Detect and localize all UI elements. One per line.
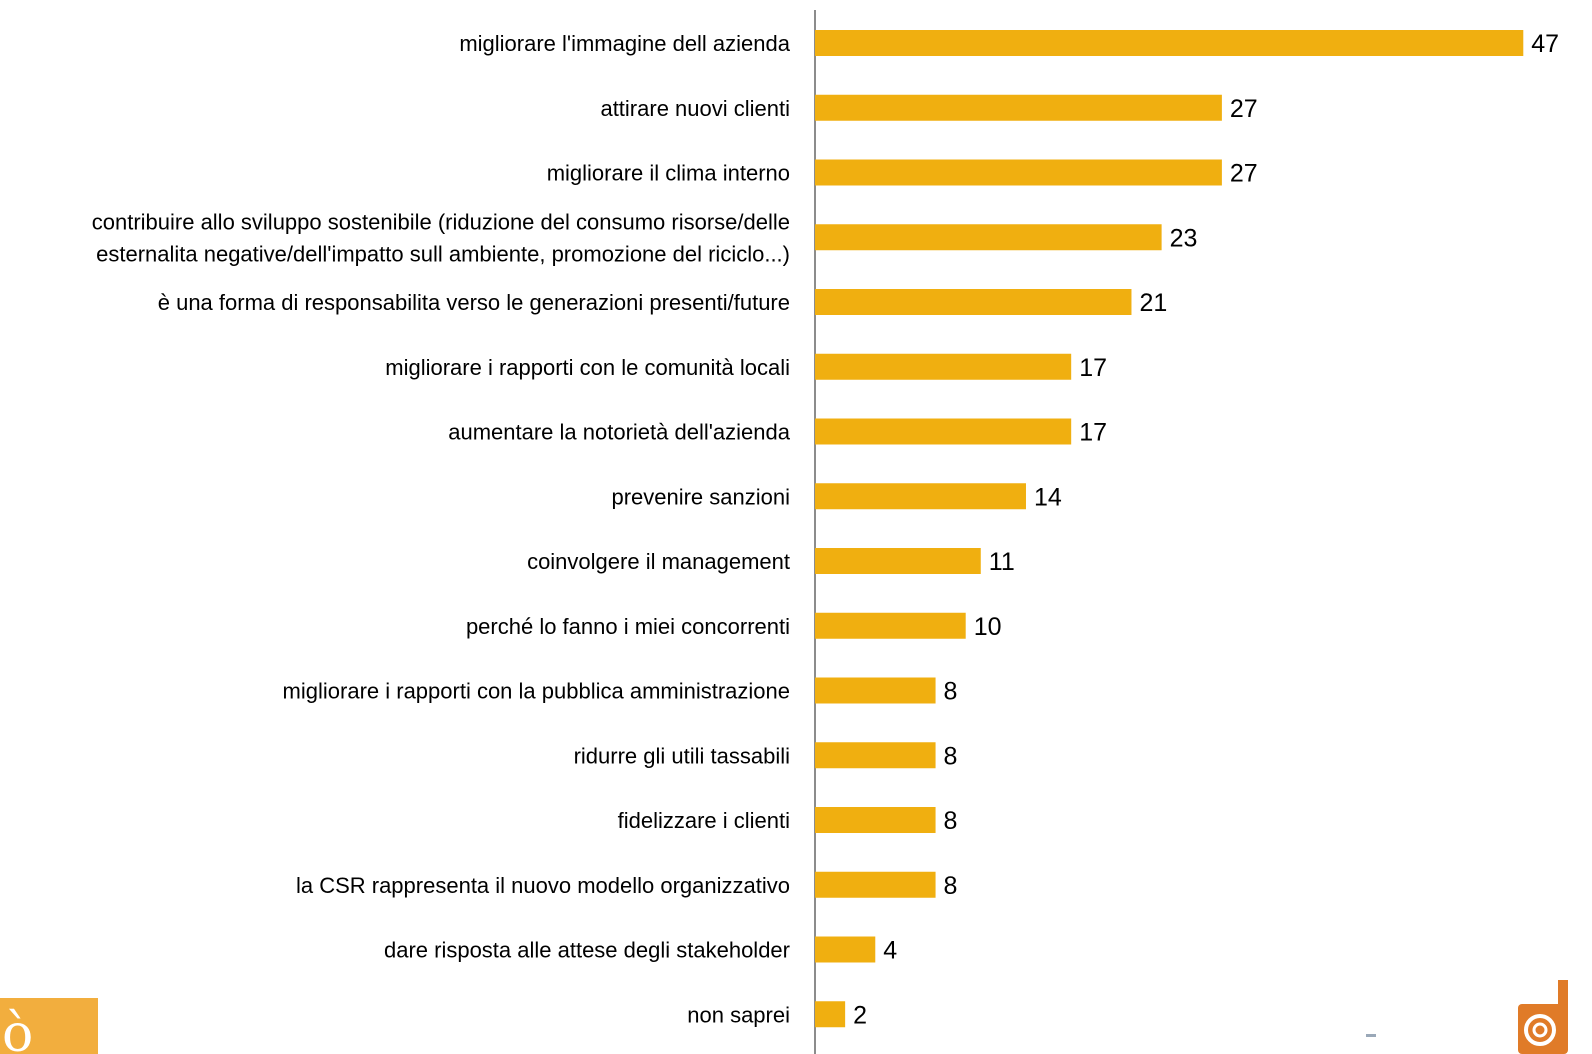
category-label: prevenire sanzioni [611, 484, 790, 509]
value-label: 17 [1079, 419, 1107, 447]
category-label: aumentare la notorietà dell'azienda [448, 420, 791, 445]
bar [815, 677, 936, 704]
brand-logo-left-icon: ò [0, 998, 98, 1054]
category-label: migliorare i rapporti con le comunità lo… [385, 355, 790, 380]
brand-logo-right-icon [1518, 980, 1568, 1054]
category-label: è una forma di responsabilita verso le g… [158, 290, 790, 315]
category-label: contribuire allo sviluppo sostenibile (r… [92, 209, 790, 234]
bar [815, 871, 936, 898]
category-label: dare risposta alle attese degli stakehol… [384, 938, 790, 963]
value-label: 10 [974, 613, 1002, 641]
bar [815, 936, 876, 963]
value-label: 14 [1034, 483, 1062, 511]
value-label: 23 [1170, 224, 1198, 252]
value-label: 21 [1139, 289, 1167, 317]
category-label: migliorare l'immagine dell azienda [459, 31, 790, 56]
category-label: migliorare i rapporti con la pubblica am… [283, 679, 790, 704]
value-label: 17 [1079, 354, 1107, 382]
value-label: 8 [944, 678, 958, 706]
bar [815, 612, 966, 639]
value-label: 8 [944, 807, 958, 835]
bar [815, 94, 1222, 121]
category-label: coinvolgere il management [527, 549, 790, 574]
bar [815, 548, 981, 574]
bar [815, 224, 1162, 251]
value-label: 8 [944, 872, 958, 900]
bar [815, 30, 1524, 56]
category-label: esternalita negative/dell'impatto sull a… [96, 241, 790, 266]
bar [815, 159, 1222, 186]
category-label: perché lo fanno i miei concorrenti [466, 614, 790, 639]
bars-layer [815, 30, 1524, 1028]
category-labels-layer: migliorare l'immagine dell azienda attira… [92, 31, 791, 1027]
bar [815, 807, 936, 833]
value-labels-layer: 47 27 27 23 21 17 17 14 11 10 8 8 8 8 4 2 [853, 30, 1559, 1029]
value-label: 47 [1531, 30, 1559, 58]
value-label: 11 [989, 548, 1015, 576]
category-label: fidelizzare i clienti [618, 808, 790, 833]
value-label: 27 [1230, 95, 1258, 123]
category-label: non saprei [687, 1002, 790, 1027]
bar [815, 483, 1026, 510]
bar [815, 742, 936, 769]
bar [815, 289, 1132, 315]
bar [815, 418, 1072, 445]
category-label: migliorare il clima interno [547, 161, 790, 186]
category-label: ridurre gli utili tassabili [574, 743, 790, 768]
value-label: 2 [853, 1001, 867, 1029]
value-label: 4 [883, 937, 897, 965]
value-label: 27 [1230, 160, 1258, 188]
decorative-mark [1366, 1034, 1376, 1037]
category-label: attirare nuovi clienti [600, 96, 790, 121]
category-label: la CSR rappresenta il nuovo modello orga… [296, 873, 790, 898]
bar [815, 1001, 846, 1028]
bar [815, 353, 1072, 380]
value-label: 8 [944, 742, 958, 770]
